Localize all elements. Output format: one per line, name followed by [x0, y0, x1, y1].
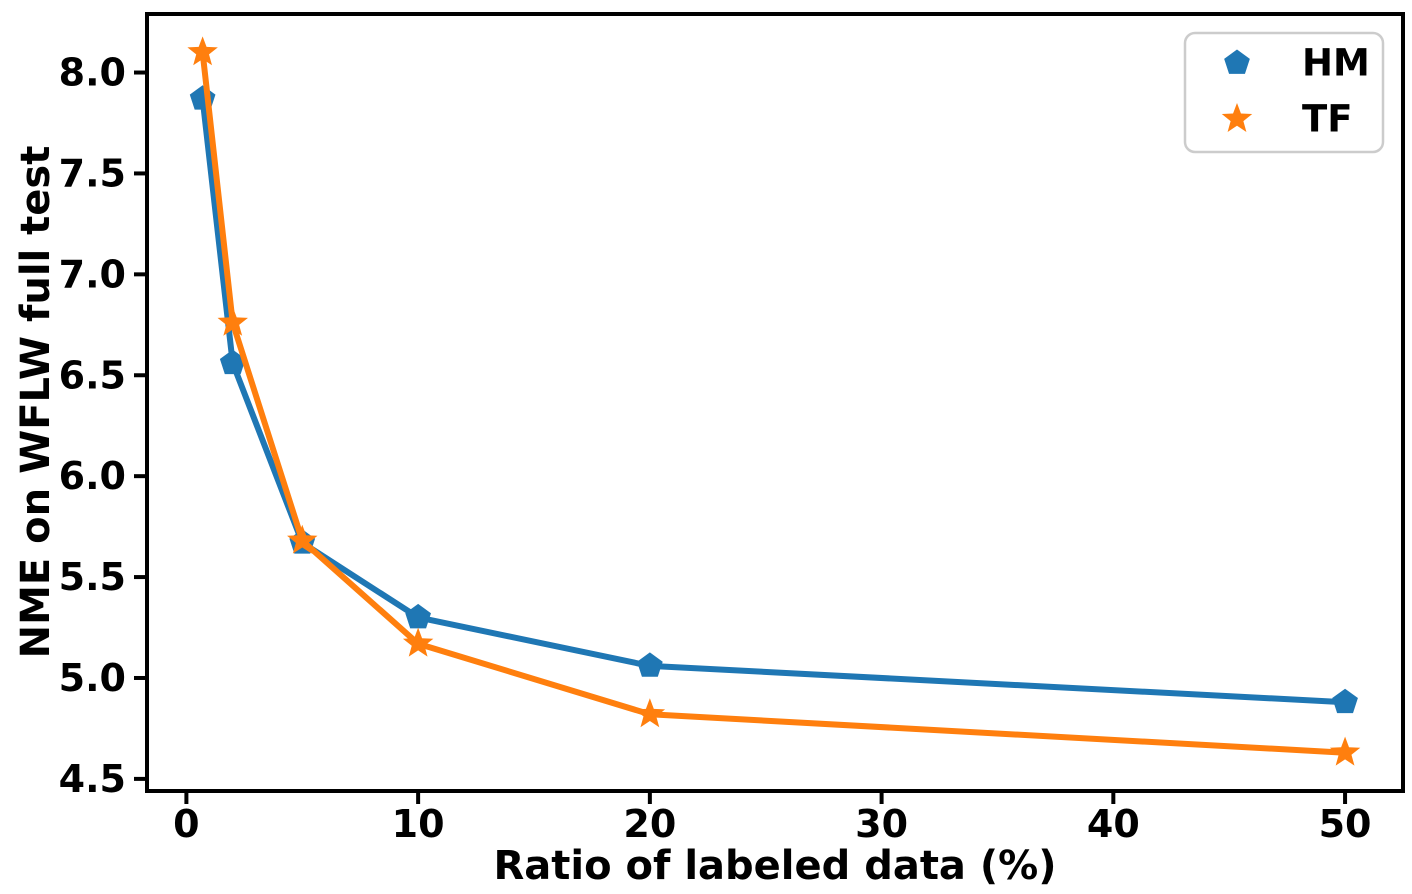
- pentagon-marker-icon: [637, 652, 663, 677]
- x-tick-label: 20: [623, 802, 676, 846]
- pentagon-marker-icon: [405, 603, 431, 629]
- x-tick-label: 10: [392, 802, 445, 846]
- pentagon-marker-icon: [219, 349, 246, 375]
- star-marker-icon: [402, 627, 434, 657]
- pentagon-marker-icon: [1332, 688, 1358, 714]
- data-series: [187, 36, 1361, 766]
- legend-marker-hm-pentagon-icon: [1224, 49, 1250, 74]
- x-tick-label: 30: [855, 802, 908, 846]
- star-marker-icon: [1329, 736, 1361, 766]
- legend-label-hm: HM: [1302, 42, 1370, 85]
- y-tick-label: 6.5: [59, 353, 126, 397]
- star-marker-icon: [217, 306, 248, 336]
- y-tick-label: 8.0: [59, 51, 126, 95]
- x-axis-label: Ratio of labeled data (%): [493, 843, 1056, 889]
- y-axis-label: NME on WFLW full test: [13, 146, 59, 659]
- legend-star-icon: [1221, 103, 1253, 132]
- legend: HM TF: [1183, 31, 1385, 154]
- series-line-hm: [199, 95, 1349, 706]
- star-marker-icon: [634, 698, 666, 728]
- y-tick-label: 6.0: [59, 454, 126, 498]
- legend-label-tf: TF: [1302, 98, 1353, 141]
- plot-border: [145, 12, 1405, 793]
- legend-pentagon-icon: [1224, 49, 1250, 74]
- x-tick-label: 0: [173, 802, 199, 846]
- series-tf: [187, 36, 1361, 766]
- pentagon-marker-icon: [189, 85, 216, 110]
- y-tick-label: 4.5: [59, 757, 126, 801]
- y-tick-label: 7.5: [59, 151, 126, 195]
- y-tick-label: 5.0: [59, 656, 126, 700]
- legend-marker-tf-star-icon: [1221, 103, 1253, 132]
- series-hm: [189, 85, 1358, 714]
- x-tick-label: 40: [1087, 802, 1140, 846]
- series-line-tf: [199, 49, 1349, 756]
- star-marker-icon: [187, 36, 218, 66]
- y-tick-label: 5.5: [59, 555, 126, 599]
- star-marker-icon: [287, 524, 318, 554]
- x-tick-label: 50: [1319, 802, 1372, 846]
- axis-ticks: 0 10 20 30 40 50 4.5 5.0 5.5 6.0 6.5 7.0 7.5 8.0: [59, 51, 1372, 846]
- y-tick-label: 7.0: [59, 252, 126, 296]
